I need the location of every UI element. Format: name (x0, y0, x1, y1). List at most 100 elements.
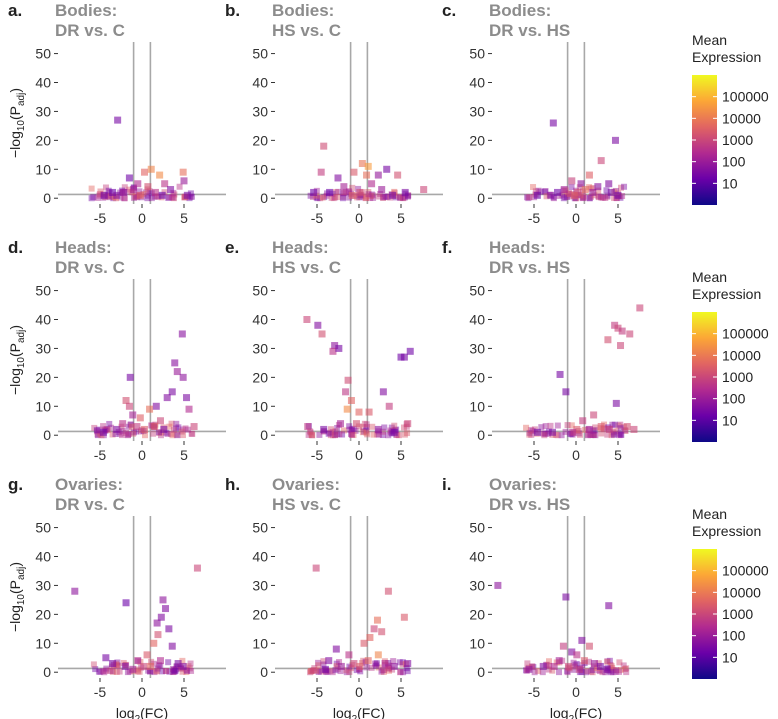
gene-point-background (96, 430, 103, 437)
panel-comparison-title: DR vs. C (55, 495, 125, 514)
gene-point-background (547, 422, 554, 429)
gene-point (569, 428, 577, 436)
gene-point-background (158, 668, 165, 675)
gene-point-background (188, 430, 195, 437)
gene-point-background (183, 669, 190, 676)
gene-point-background (358, 193, 365, 200)
gene-point-background (589, 185, 596, 192)
x-tick-label: -5 (311, 447, 324, 463)
gene-point (347, 397, 355, 404)
gene-point-background (113, 662, 120, 669)
gene-point-background (621, 183, 628, 190)
x-axis-title: log2(FC) (333, 705, 385, 719)
gene-point-background (380, 194, 387, 201)
volcano-panel-c: c. Bodies:DR vs. HS 0 10 20 30 40 50 -5 0 5 (442, 1, 660, 226)
gene-point-background (558, 432, 565, 439)
gene-point-background (154, 665, 161, 672)
gene-point-background (397, 194, 404, 201)
gene-point-background (562, 428, 569, 435)
gene-point-background (401, 431, 408, 438)
gene-point (556, 370, 564, 378)
gene-point-background (169, 669, 176, 676)
gene-point (364, 657, 372, 665)
gene-point-background (396, 659, 403, 666)
gene-point (151, 188, 159, 196)
gene-point (150, 639, 158, 647)
gene-point (136, 414, 144, 422)
gene-point-background (142, 432, 149, 439)
gene-point-background (376, 193, 383, 200)
legend-tick-label: 100 (722, 391, 746, 407)
y-tick-label: 30 (469, 103, 485, 119)
x-tick-label: 0 (572, 210, 580, 226)
gene-point (156, 171, 164, 179)
gene-point-background (127, 421, 134, 428)
gene-point-background (404, 668, 411, 675)
gene-point-background (623, 665, 630, 672)
gene-point-background (125, 432, 132, 439)
gene-point-background (609, 664, 616, 671)
y-tick-label: 30 (252, 577, 268, 593)
gene-point-background (133, 193, 140, 200)
gene-point (385, 402, 393, 410)
gene-point (614, 324, 622, 332)
panel-label: h. (225, 475, 240, 494)
gene-point-background (315, 659, 322, 666)
gene-point (381, 660, 389, 668)
panel-label: f. (442, 238, 452, 257)
gene-point-background (332, 432, 339, 439)
gene-point (122, 397, 130, 404)
gene-point-background (579, 662, 586, 669)
gene-point-background (165, 194, 172, 201)
gene-point-background (307, 669, 314, 676)
gene-point (183, 191, 191, 199)
gene-point-background (387, 427, 394, 434)
gene-point-background (125, 430, 132, 437)
gene-point (161, 180, 169, 188)
gene-point-background (545, 666, 552, 673)
gene-point (183, 394, 191, 402)
panel-comparison-title: DR vs. HS (489, 21, 570, 40)
panel-label: c. (442, 1, 456, 20)
y-tick-label: 50 (469, 46, 485, 62)
gene-point-background (307, 668, 314, 675)
x-tick-label: -5 (311, 210, 324, 226)
gene-point-background (317, 195, 324, 202)
gene-point-background (116, 668, 123, 675)
x-tick-label: 5 (180, 210, 188, 226)
gene-point (378, 186, 386, 194)
gene-point-background (390, 658, 397, 665)
x-tick-label: 5 (397, 210, 405, 226)
gene-point-background (327, 432, 334, 439)
gene-point-background (584, 432, 591, 439)
gene-point (373, 616, 381, 624)
gene-point-background (168, 420, 175, 427)
gene-point (179, 373, 187, 381)
gene-point-background (404, 193, 411, 200)
gene-point-background (572, 662, 579, 669)
gene-point-background (585, 658, 592, 665)
panel-label: d. (8, 238, 23, 257)
gene-point-background (166, 423, 173, 430)
gene-point-background (346, 663, 353, 670)
gene-point (560, 186, 568, 194)
gene-point-background (610, 429, 617, 436)
gene-point-background (372, 662, 379, 669)
gene-point-background (150, 430, 157, 437)
x-tick-label: 0 (355, 210, 363, 226)
gene-point-background (169, 666, 176, 673)
gene-point-background (108, 193, 115, 200)
gene-point-background (370, 194, 377, 201)
gene-point (374, 651, 382, 659)
gene-point-background (598, 430, 605, 437)
gene-point-background (606, 657, 613, 664)
gene-point (129, 411, 137, 419)
y-tick-label: 10 (35, 398, 51, 414)
gene-point-background (363, 424, 370, 431)
gene-point (589, 188, 597, 196)
gene-point-background (352, 427, 359, 434)
gene-point-background (168, 194, 175, 201)
gene-point-background (566, 193, 573, 200)
